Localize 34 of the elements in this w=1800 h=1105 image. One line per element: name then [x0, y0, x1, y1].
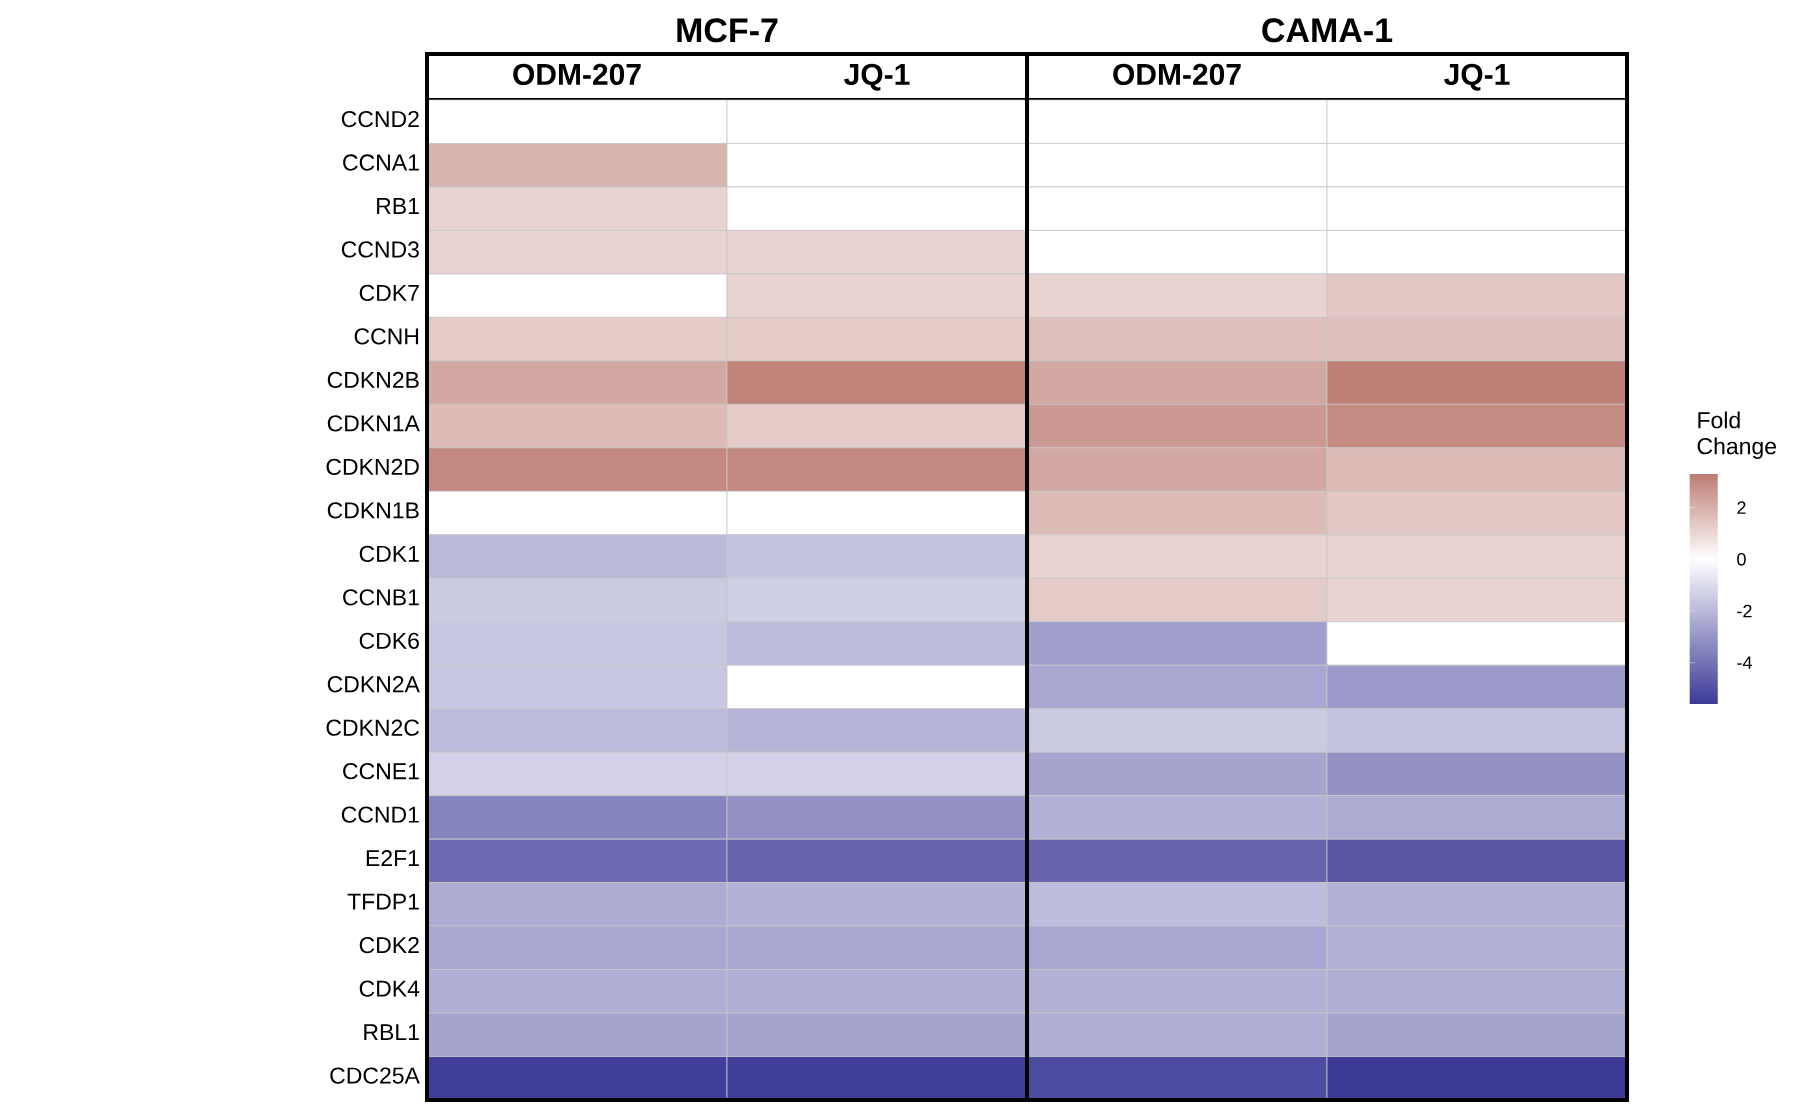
y-tick-label: CCND3	[341, 241, 419, 258]
y-tick-label: CDKN2A	[327, 676, 420, 693]
color-bar-label: -4	[1737, 656, 1752, 669]
y-tick-label: CDK1	[359, 545, 419, 562]
y-tick-label: CDKN2D	[326, 458, 419, 475]
color-bar-label: 2	[1737, 501, 1746, 514]
y-tick-label: CDK2	[359, 936, 419, 954]
y-tick-label: CDKN1A	[327, 415, 420, 432]
x-tick-label: JQ-1	[1444, 63, 1510, 91]
color-bar-title: Fold Change	[1697, 411, 1776, 459]
y-tick-label: CDK6	[359, 632, 419, 649]
y-tick-label: CDKN2B	[327, 371, 419, 389]
x-tick-label: ODM-207	[513, 63, 641, 86]
y-tick-label: CCNE1	[343, 763, 419, 780]
y-tick-label: TFDP1	[347, 893, 419, 910]
text: MCF-7	[677, 18, 778, 43]
y-tick-label: RB1	[377, 198, 419, 214]
y-tick-label: CCNA1	[343, 154, 419, 171]
y-tick-label: CCNB1	[343, 589, 419, 606]
color-bar-label: -2	[1737, 604, 1752, 618]
text: CAMA-1	[1262, 18, 1393, 43]
x-tick-label: JQ-1	[844, 63, 910, 91]
y-tick-label: CDC25A	[330, 1067, 420, 1084]
y-tick-label: CDK7	[359, 284, 419, 302]
y-tick-label: CCNH	[354, 328, 419, 345]
y-tick-label: CCND2	[341, 110, 419, 128]
y-tick-label: CDKN1B	[327, 502, 419, 519]
x-tick-label: ODM-207	[1113, 63, 1241, 86]
y-tick-label: CCND1	[341, 806, 419, 823]
y-tick-label: RBL1	[364, 1024, 419, 1040]
y-tick-label: E2F1	[366, 850, 419, 867]
color-bar-label: 0	[1737, 552, 1746, 566]
y-tick-label: CDK4	[359, 980, 420, 997]
y-tick-label: CDKN2C	[326, 719, 420, 736]
